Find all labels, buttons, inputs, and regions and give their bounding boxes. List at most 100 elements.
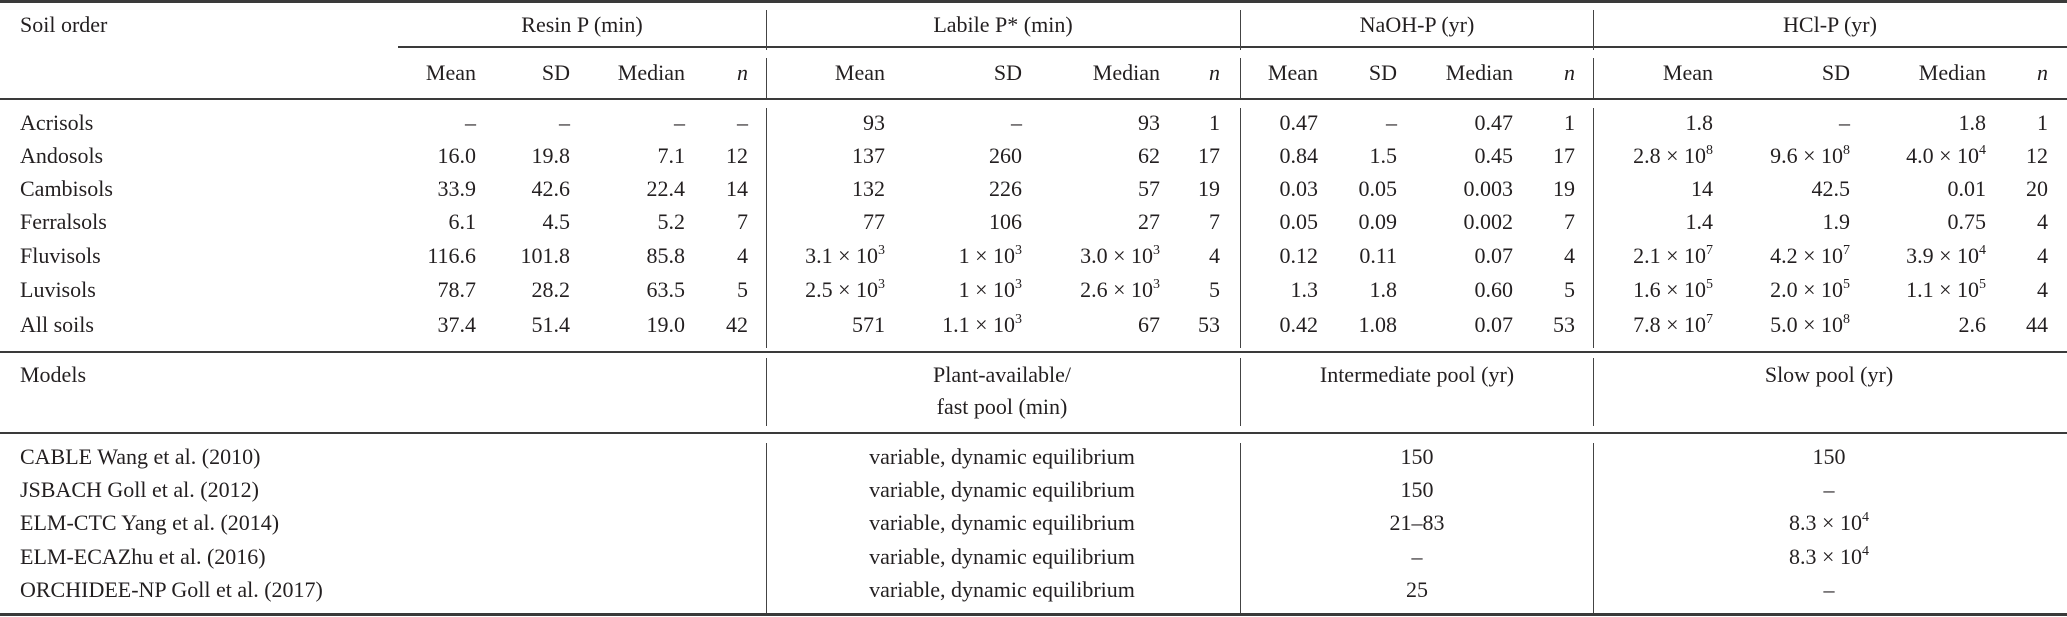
column-divider xyxy=(1240,10,1241,50)
table-cell: 1 xyxy=(1564,110,1575,135)
soil-name: Andosols xyxy=(20,143,104,168)
table-cell: 37.4 xyxy=(437,312,477,337)
subheader-sd: SD xyxy=(993,60,1022,85)
table-cell: 63.5 xyxy=(646,277,686,302)
subheader-median: Median xyxy=(1918,60,1986,85)
table-cell: 7.1 xyxy=(657,143,686,168)
table-cell: 4.0 × 104 xyxy=(1906,143,1986,168)
table-cell: 1 × 103 xyxy=(958,243,1022,268)
table-cell: 19 xyxy=(1198,176,1220,201)
model-name: CABLE Wang et al. (2010) xyxy=(20,444,261,469)
bottom-rule xyxy=(0,613,2067,616)
column-divider xyxy=(1593,108,1594,348)
table-cell: 260 xyxy=(989,143,1022,168)
table-cell: 4 xyxy=(737,243,748,268)
subheader-n: n xyxy=(1209,60,1220,85)
table-cell: 12 xyxy=(2026,143,2048,168)
table-cell: 4 xyxy=(1564,243,1575,268)
table-cell: 19.0 xyxy=(646,312,686,337)
table-cell: – xyxy=(559,110,570,135)
soil-order-header: Soil order xyxy=(20,12,108,37)
table-cell: 1 × 103 xyxy=(958,277,1022,302)
table-cell: 106 xyxy=(989,209,1022,234)
group-header: NaOH-P (yr) xyxy=(1359,12,1475,37)
models-header: Models xyxy=(20,362,86,387)
table-cell: 571 xyxy=(852,312,885,337)
table-cell: 16.0 xyxy=(437,143,477,168)
subheader-mean: Mean xyxy=(1267,60,1318,85)
model-name: ELM-CTC Yang et al. (2014) xyxy=(20,510,280,535)
group-header: Resin P (min) xyxy=(521,12,643,37)
table-cell: 0.47 xyxy=(1279,110,1319,135)
table-cell: – xyxy=(1839,110,1850,135)
table-cell: 44 xyxy=(2026,312,2048,337)
table-cell: 5 xyxy=(1564,277,1575,302)
column-divider xyxy=(1240,358,1241,426)
soil-name: Acrisols xyxy=(20,110,94,135)
table-cell: 93 xyxy=(1138,110,1160,135)
table-cell: 14 xyxy=(1691,176,1713,201)
table-cell: 1.5 xyxy=(1369,143,1398,168)
table-cell: 7 xyxy=(737,209,748,234)
table-cell: 0.84 xyxy=(1279,143,1319,168)
table-cell: 0.11 xyxy=(1359,243,1397,268)
table-cell: 78.7 xyxy=(437,277,477,302)
table-cell: 5 xyxy=(737,277,748,302)
table-cell: 42.5 xyxy=(1811,176,1851,201)
table-cell: 42 xyxy=(726,312,748,337)
table-cell: 1 xyxy=(2037,110,2048,135)
column-divider xyxy=(766,358,767,426)
table-cell: 9.6 × 108 xyxy=(1770,143,1850,168)
group-header: Labile P* (min) xyxy=(933,12,1073,37)
slow-pool-value: – xyxy=(1823,577,1835,602)
table-cell: 7.8 × 107 xyxy=(1633,312,1713,337)
models-header-rule xyxy=(0,432,2067,434)
group-header-rule xyxy=(398,46,2067,48)
column-divider xyxy=(1593,443,1594,613)
table-cell: 132 xyxy=(852,176,885,201)
table-cell: 5 xyxy=(1209,277,1220,302)
table-cell: 53 xyxy=(1553,312,1575,337)
table-cell: 2.1 × 107 xyxy=(1633,243,1713,268)
table-cell: 1.4 xyxy=(1685,209,1714,234)
table-cell: – xyxy=(737,110,748,135)
top-rule xyxy=(0,0,2067,3)
table-cell: 0.47 xyxy=(1474,110,1514,135)
slow-pool-value: – xyxy=(1823,477,1835,502)
table-cell: 93 xyxy=(863,110,885,135)
subheader-mean: Mean xyxy=(834,60,885,85)
table-cell: 1.6 × 105 xyxy=(1633,277,1713,302)
fast-pool-value: variable, dynamic equilibrium xyxy=(869,544,1135,569)
soil-name: Ferralsols xyxy=(20,209,107,234)
fast-pool-value: variable, dynamic equilibrium xyxy=(869,510,1135,535)
column-divider xyxy=(766,10,767,50)
intermediate-pool-value: 150 xyxy=(1400,477,1434,502)
table-cell: 0.003 xyxy=(1463,176,1514,201)
table-cell: 7 xyxy=(1209,209,1220,234)
table-cell: 77 xyxy=(863,209,885,234)
table-cell: 17 xyxy=(1198,143,1220,168)
fast-pool-value: variable, dynamic equilibrium xyxy=(869,577,1135,602)
column-divider xyxy=(1593,58,1594,98)
subheader-sd: SD xyxy=(1368,60,1397,85)
subheader-mean: Mean xyxy=(1662,60,1713,85)
fast-pool-value: variable, dynamic equilibrium xyxy=(869,477,1135,502)
table-cell: 57 xyxy=(1138,176,1160,201)
table-cell: 0.05 xyxy=(1358,176,1398,201)
table-cell: 116.6 xyxy=(427,243,476,268)
column-divider xyxy=(766,108,767,348)
table-cell: – xyxy=(1011,110,1022,135)
table-cell: 1.9 xyxy=(1822,209,1851,234)
soil-name: All soils xyxy=(20,312,94,337)
table-cell: 6.1 xyxy=(448,209,477,234)
table-cell: 67 xyxy=(1138,312,1160,337)
table-cell: 0.07 xyxy=(1474,243,1514,268)
table-cell: 2.6 xyxy=(1958,312,1987,337)
table-cell: 0.45 xyxy=(1474,143,1514,168)
column-divider xyxy=(1593,358,1594,426)
table-cell: 1.1 × 105 xyxy=(1906,277,1986,302)
slow-pool-value: 150 xyxy=(1812,444,1846,469)
table-cell: 2.5 × 103 xyxy=(805,277,885,302)
header-rule xyxy=(0,98,2067,100)
table-cell: 0.03 xyxy=(1279,176,1319,201)
